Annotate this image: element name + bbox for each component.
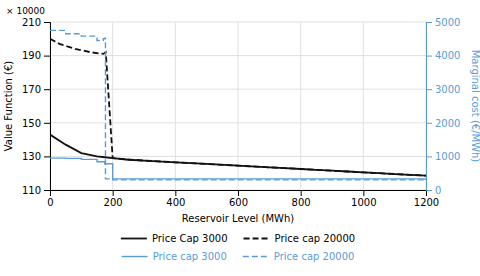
tick-label: 0 [47,197,53,208]
y2-axis: 0 1000 2000 3000 4000 5000 [426,17,460,196]
grid-line-x [175,22,176,190]
legend-label: Price cap 20000 [275,233,356,244]
lines [50,30,426,181]
tick: 600 [229,190,248,208]
tick-label: 0 [435,185,441,196]
tick-mark [113,190,114,196]
tick: 130 [22,151,50,162]
tick-mark [44,190,50,191]
tick-label: 170 [22,84,41,95]
tick-label: 150 [22,118,41,129]
axis-line [51,191,427,197]
tick: 1000 [426,151,460,162]
tick-mark [238,190,239,196]
tick: 3000 [426,84,460,95]
legend-item: Price Cap 3000 [121,233,228,244]
tick-label: 200 [104,197,123,208]
plot: 0 200 400 600 800 1000 1200 110 130 150 170 190 210 0… [22,17,461,208]
tick-mark [44,56,50,57]
legend-item: Price cap 20000 [244,233,356,244]
grid-line-x [300,22,301,190]
axis-line [44,23,51,191]
tick-label: 110 [22,185,41,196]
tick-mark [44,89,50,90]
tick: 0 [426,185,441,196]
x-axis: 0 200 400 600 800 1000 1200 [47,190,439,208]
tick: 190 [22,50,50,61]
legend-swatch [243,256,269,257]
step-line [50,158,426,180]
tick-label: 2000 [435,118,460,129]
grid [50,22,426,190]
tick-label: 5000 [435,17,460,28]
tick-mark [175,190,176,196]
legend: Price Cap 3000Price cap 20000Price cap 3… [121,233,355,262]
tick: 0 [47,190,53,208]
grid-line-y [50,55,426,56]
tick-label: 190 [22,50,41,61]
legend-label: Price cap 3000 [153,251,227,262]
tick-label: 400 [166,197,185,208]
tick-mark [426,56,432,57]
tick-mark [44,156,50,157]
tick-mark [426,190,432,191]
y-axis: 110 130 150 170 190 210 [22,17,51,196]
tick-label: 1000 [351,197,376,208]
legend-label: Price cap 20000 [274,251,355,262]
y-axis-title: Value Function (€) [3,61,14,152]
grid-line-y [50,89,426,90]
tick-label: 800 [292,197,311,208]
tick-mark [44,22,50,23]
tick-label: 600 [229,197,248,208]
tick: 170 [22,84,50,95]
tick: 210 [22,17,50,28]
step-line [50,30,426,181]
line [50,135,426,176]
tick-mark [44,123,50,124]
tick: 1000 [351,190,376,208]
tick-mark [426,123,432,124]
tick-label: 130 [22,151,41,162]
chart: 0 200 400 600 800 1000 1200 110 130 150 170 190 210 0… [0,0,480,276]
tick: 2000 [426,118,460,129]
tick: 800 [292,190,311,208]
grid-line-x [363,22,364,190]
annotation: × 10000 [6,6,45,16]
tick: 150 [22,118,50,129]
tick-mark [301,190,302,196]
tick-label: 3000 [435,84,460,95]
tick-label: 210 [22,17,41,28]
y2-axis-title: Marginal cost (€/MWh) [470,50,480,163]
legend-item: Price cap 3000 [122,251,227,262]
grid-line-y [50,122,426,123]
tick: 5000 [426,17,460,28]
x-axis-title: Reservoir Level (MWh) [182,213,295,224]
legend-swatch [121,238,147,240]
tick-label: 4000 [435,50,460,61]
tick-mark [426,156,432,157]
tick-label: 1000 [435,151,460,162]
legend-label: Price Cap 3000 [152,233,228,244]
tick-label: 1200 [414,197,439,208]
axis-line [427,23,433,191]
legend-row: Price cap 3000 Price cap 20000 [122,251,355,262]
legend-swatch [122,256,148,257]
grid-line-y [50,22,426,23]
legend-item: Price cap 20000 [243,251,355,262]
legend-swatch [244,238,270,240]
tick: 200 [104,190,123,208]
tick: 4000 [426,50,460,61]
line [50,39,426,176]
tick: 400 [166,190,185,208]
tick: 110 [22,185,50,196]
tick-mark [426,22,432,23]
tick-mark [426,89,432,90]
legend-row: Price Cap 3000 Price cap 20000 [121,233,355,244]
tick-mark [363,190,364,196]
